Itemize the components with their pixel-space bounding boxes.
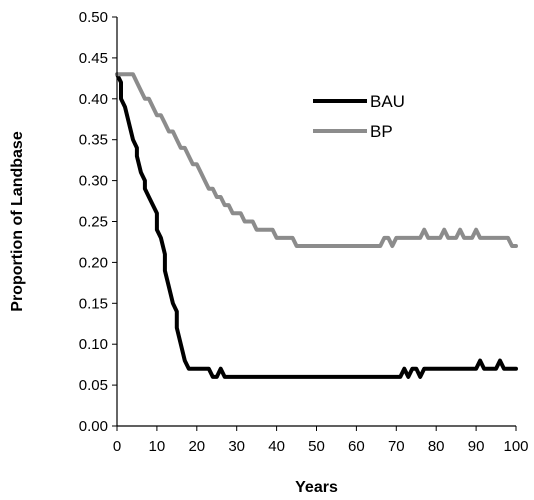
x-tick-label: 90 [468, 438, 485, 455]
x-tick-label: 30 [228, 438, 245, 455]
y-ticks: 0.00 0.05 0.10 0.15 0.20 0.25 0.30 0.35 0.40 0.45… [79, 9, 117, 435]
y-tick-label: 0.00 [79, 418, 108, 435]
x-tick-label: 10 [149, 438, 166, 455]
x-axis-title: Years [295, 479, 338, 496]
legend-label-bau: BAU [370, 92, 405, 111]
axes-layer [116, 17, 516, 427]
y-tick-label: 0.30 [79, 173, 108, 190]
y-tick-label: 0.10 [79, 336, 108, 353]
x-tick-label: 40 [268, 438, 285, 455]
x-tick-label: 50 [308, 438, 325, 455]
x-tick-label: 60 [348, 438, 365, 455]
y-tick-label: 0.35 [79, 132, 108, 149]
x-tick-label: 80 [428, 438, 445, 455]
y-tick-label: 0.40 [79, 91, 108, 108]
y-tick-label: 0.25 [79, 214, 108, 231]
y-tick-label: 0.05 [79, 377, 108, 394]
x-tick-label: 0 [113, 438, 121, 455]
x-ticks: 0 10 20 30 40 50 60 70 80 90 100 [113, 426, 529, 455]
series-line-bp [115, 72, 518, 248]
y-tick-label: 0.20 [79, 254, 108, 271]
y-tick-label: 0.45 [79, 50, 108, 67]
x-tick-label: 70 [388, 438, 405, 455]
y-tick-label: 0.50 [79, 9, 108, 26]
legend: BAU BP [313, 92, 405, 141]
y-axis-title: Proportion of Landbase [9, 131, 26, 312]
series-layer [115, 72, 518, 379]
series-line-bau [115, 72, 518, 379]
legend-label-bp: BP [370, 122, 393, 141]
x-tick-label: 100 [503, 438, 528, 455]
x-tick-label: 20 [188, 438, 205, 455]
y-tick-label: 0.15 [79, 295, 108, 312]
